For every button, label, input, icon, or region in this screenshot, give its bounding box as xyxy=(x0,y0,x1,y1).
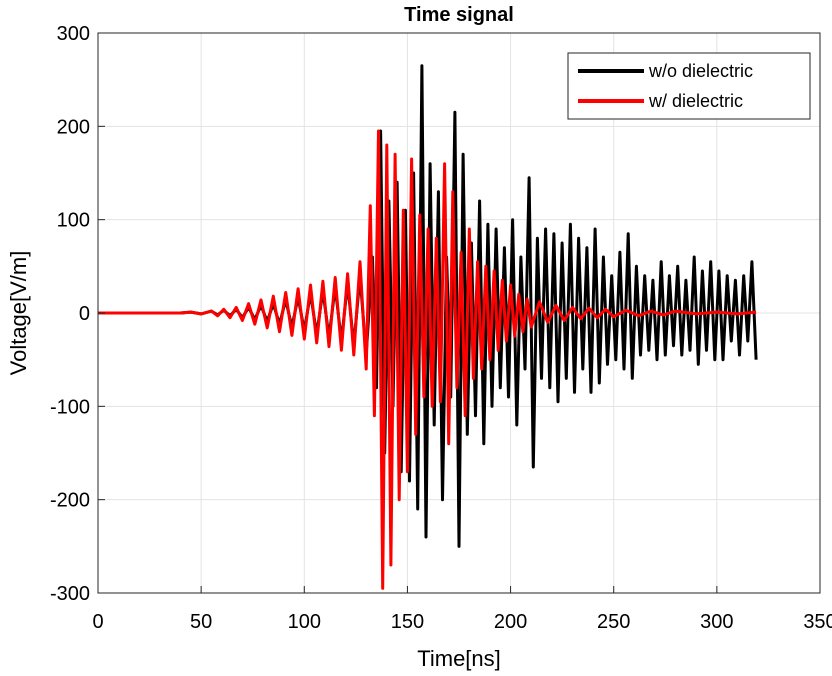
y-axis-label: Voltage[V/m] xyxy=(6,251,31,376)
y-tick-label: -100 xyxy=(50,396,90,418)
y-tick-label: 300 xyxy=(57,23,90,45)
series-layer xyxy=(98,64,758,590)
x-tick-label: 150 xyxy=(391,611,424,633)
y-tick-label: 0 xyxy=(79,303,90,325)
y-tick-label: -300 xyxy=(50,583,90,605)
y-tick-label: 100 xyxy=(57,210,90,232)
y-tick-label: 200 xyxy=(57,116,90,138)
legend-label-w-o-dielectric: w/o dielectric xyxy=(648,61,753,81)
x-tick-label: 50 xyxy=(190,611,212,633)
legend-box xyxy=(567,52,811,120)
x-tick-label: 200 xyxy=(494,611,527,633)
legend-label-w-dielectric: w/ dielectric xyxy=(648,91,743,111)
legend: w/o dielectric w/ dielectric xyxy=(567,52,811,120)
x-tick-label: 350 xyxy=(803,611,832,633)
x-tick-label: 0 xyxy=(92,611,103,633)
x-tick-label: 300 xyxy=(700,611,733,633)
x-tick-label: 100 xyxy=(288,611,321,633)
chart-title: Time signal xyxy=(404,4,514,26)
y-tick-label: -200 xyxy=(50,490,90,512)
x-axis-label: Time[ns] xyxy=(417,646,501,671)
x-tick-label: 250 xyxy=(597,611,630,633)
series-line-w-dielectric xyxy=(98,129,757,590)
tick-layer: 0 50 100 150 200 250 300 350 300 200 100 0 -100 -200 -… xyxy=(50,23,832,633)
